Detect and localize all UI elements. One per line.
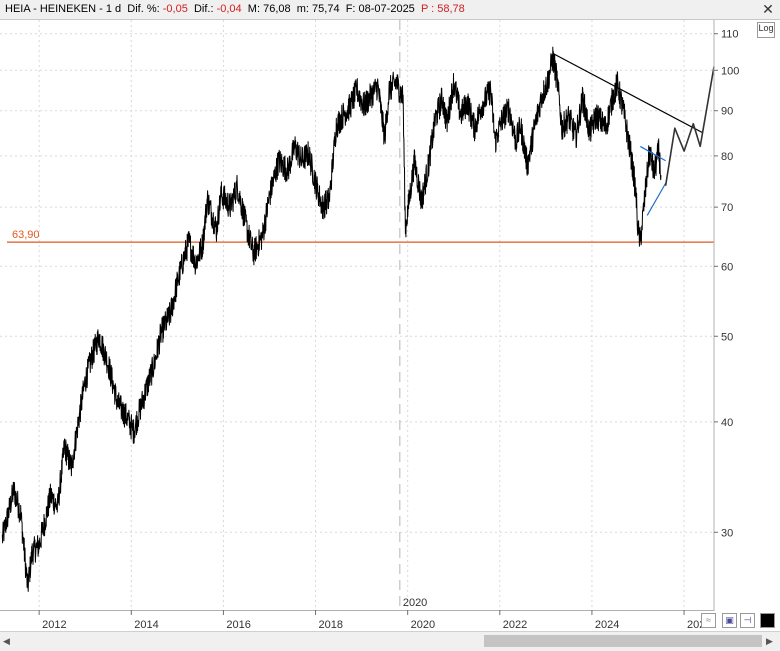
- log-scale-button[interactable]: Log: [757, 22, 775, 38]
- annotations: [552, 52, 715, 216]
- x-tick-label: 2012: [42, 619, 66, 631]
- p-value: 58,78: [437, 3, 465, 15]
- support-level: 63,90: [7, 229, 714, 243]
- dif-value: -0,04: [216, 3, 242, 15]
- price-series: [1, 46, 662, 592]
- x-axis-ticks: 2012 2014 2016 2018 2020 2022 2024 2026: [38, 610, 712, 631]
- price-line: [1, 46, 662, 592]
- date-value: 08-07-2025: [358, 3, 415, 15]
- max-value: 76,08: [263, 3, 291, 15]
- color-swatch[interactable]: [760, 613, 775, 628]
- y-tick-label: 60: [721, 261, 733, 273]
- pin-icon[interactable]: ⊣: [740, 613, 755, 628]
- min-value: 75,74: [312, 3, 340, 15]
- x-tick-label: 2014: [134, 619, 158, 631]
- y-tick-label: 100: [721, 65, 739, 77]
- date-label: F:: [345, 3, 356, 15]
- max-label: M:: [247, 3, 261, 15]
- grid: [0, 20, 714, 610]
- dif-pct-value: -0,05: [162, 3, 188, 15]
- wave-icon[interactable]: ≈: [701, 613, 716, 628]
- y-axis-ticks: 30 40 50 60 70 80 90 100 110: [714, 29, 739, 539]
- y-tick-label: 80: [721, 151, 733, 163]
- header-info: HEIA - HEINEKEN - 1 d Dif. %: -0,05 Dif.…: [5, 3, 465, 15]
- save-icon[interactable]: ▣: [722, 613, 737, 628]
- wedge-upper-line: [640, 145, 666, 162]
- x-tick-label: 2020: [411, 619, 435, 631]
- y-tick-label: 70: [721, 202, 733, 214]
- interval: 1 d: [105, 3, 122, 15]
- x-tick-label: 2018: [319, 619, 343, 631]
- x-tick-label: 2016: [226, 619, 250, 631]
- chart-background: [0, 20, 780, 631]
- resistance-trendline: [552, 52, 703, 134]
- x-tick-label: 2022: [503, 619, 527, 631]
- dif-pct-label: Dif. %:: [127, 3, 160, 15]
- wedge-lower-line: [646, 182, 667, 216]
- dif-label: Dif.:: [193, 3, 214, 15]
- y-tick-label: 40: [721, 417, 733, 429]
- y-tick-label: 30: [721, 527, 733, 539]
- support-label: 63,90: [12, 229, 40, 241]
- year-marker: 2020: [399, 20, 427, 610]
- y-tick-label: 110: [721, 29, 739, 41]
- scroll-right-arrow-icon[interactable]: ▶: [766, 636, 773, 646]
- p-label: P :: [420, 3, 435, 15]
- scroll-left-arrow-icon[interactable]: ◀: [3, 636, 10, 646]
- symbol-name: HEIA - HEINEKEN: [5, 3, 97, 15]
- vertical-marker-label: 2020: [403, 597, 427, 609]
- projection-path: [664, 66, 715, 186]
- y-tick-label: 50: [721, 331, 733, 343]
- chart-header: HEIA - HEINEKEN - 1 d Dif. %: -0,05 Dif.…: [0, 0, 780, 20]
- min-label: m:: [296, 3, 309, 15]
- horizontal-scrollbar[interactable]: ◀ ▶: [0, 631, 780, 651]
- x-tick-label: 2024: [595, 619, 619, 631]
- close-icon[interactable]: ✕: [762, 1, 774, 17]
- scroll-thumb[interactable]: [484, 635, 762, 647]
- y-tick-label: 90: [721, 106, 733, 118]
